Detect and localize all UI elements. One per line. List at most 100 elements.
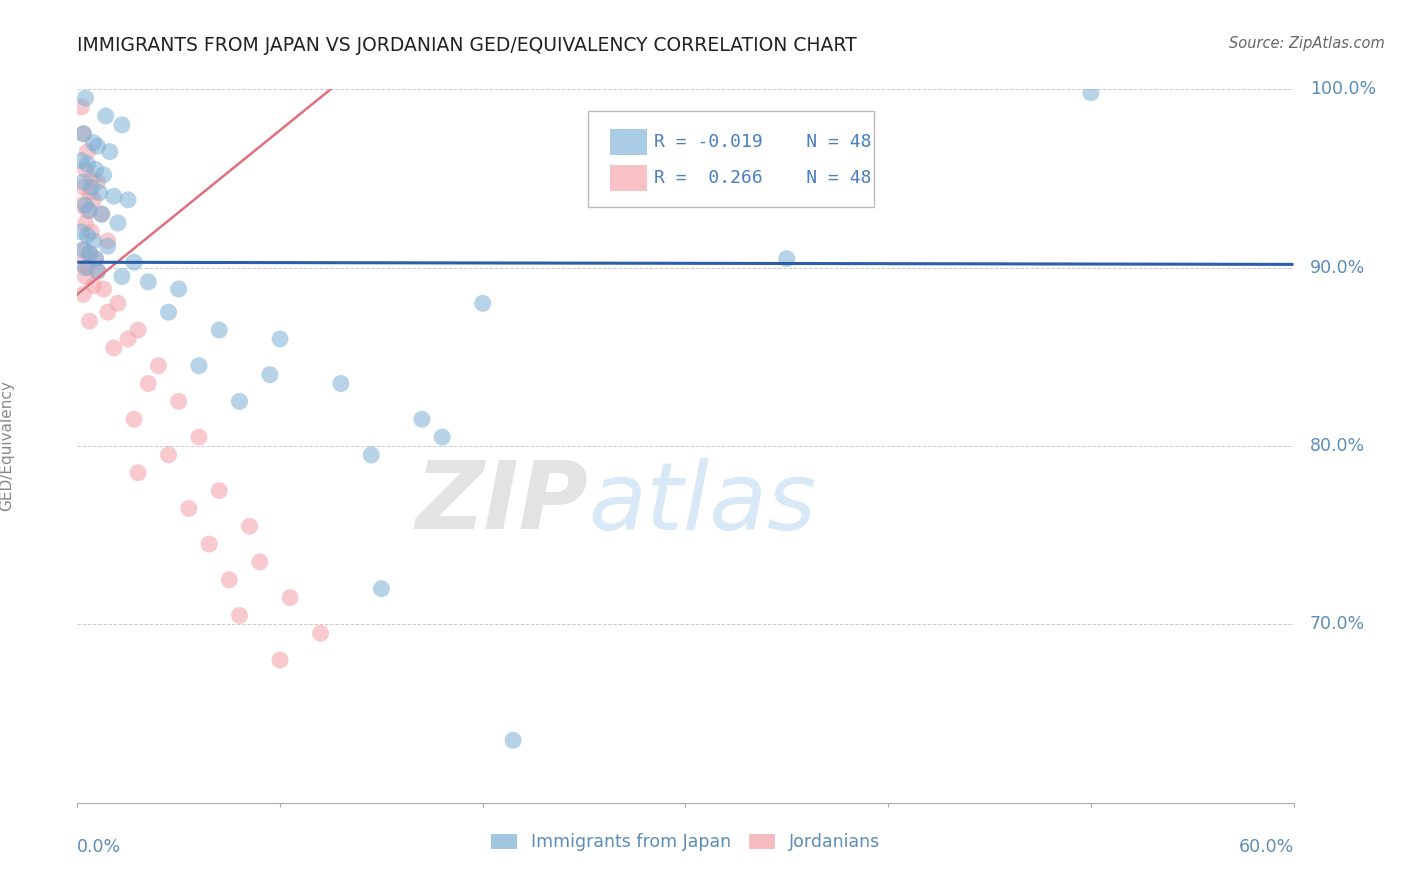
Point xyxy=(86,264,108,278)
Point xyxy=(148,359,170,373)
Point xyxy=(111,269,134,284)
Point xyxy=(75,216,97,230)
Point xyxy=(122,255,145,269)
Point xyxy=(167,394,190,409)
Point xyxy=(1080,86,1102,100)
FancyBboxPatch shape xyxy=(610,165,647,191)
Point xyxy=(70,153,93,168)
Point xyxy=(107,216,129,230)
Point xyxy=(79,246,101,260)
Point xyxy=(72,243,94,257)
Point xyxy=(80,180,103,194)
Point xyxy=(75,260,97,275)
FancyBboxPatch shape xyxy=(588,111,875,207)
Point xyxy=(79,246,101,260)
Point xyxy=(72,243,94,257)
Text: 80.0%: 80.0% xyxy=(1310,437,1365,455)
Point xyxy=(97,234,120,248)
Point xyxy=(177,501,200,516)
Point xyxy=(103,341,125,355)
Point xyxy=(117,332,139,346)
Point xyxy=(90,207,112,221)
Point xyxy=(75,269,97,284)
Point xyxy=(79,203,101,218)
Point xyxy=(86,175,108,189)
Point xyxy=(111,118,134,132)
Point xyxy=(136,275,159,289)
Point xyxy=(72,127,94,141)
Point xyxy=(249,555,271,569)
Point xyxy=(502,733,524,747)
Legend: Immigrants from Japan, Jordanians: Immigrants from Japan, Jordanians xyxy=(484,827,887,858)
Text: atlas: atlas xyxy=(588,458,817,549)
Point xyxy=(80,225,103,239)
Point xyxy=(89,186,111,200)
Point xyxy=(430,430,453,444)
Text: 60.0%: 60.0% xyxy=(1239,838,1294,856)
Point xyxy=(98,145,121,159)
Point xyxy=(309,626,332,640)
Point xyxy=(136,376,159,391)
Text: R =  0.266    N = 48: R = 0.266 N = 48 xyxy=(654,169,872,186)
Point xyxy=(228,394,250,409)
Point xyxy=(72,287,94,301)
Point xyxy=(471,296,494,310)
Point xyxy=(360,448,382,462)
Point xyxy=(75,91,97,105)
Point xyxy=(72,175,94,189)
Point xyxy=(72,127,94,141)
Text: 70.0%: 70.0% xyxy=(1310,615,1365,633)
Point xyxy=(370,582,392,596)
Text: 90.0%: 90.0% xyxy=(1310,259,1365,277)
Point xyxy=(83,278,105,293)
Point xyxy=(188,430,211,444)
Point xyxy=(70,225,93,239)
Point xyxy=(103,189,125,203)
Point xyxy=(75,198,97,212)
Point xyxy=(278,591,301,605)
Point xyxy=(127,466,149,480)
Point xyxy=(198,537,221,551)
Text: IMMIGRANTS FROM JAPAN VS JORDANIAN GED/EQUIVALENCY CORRELATION CHART: IMMIGRANTS FROM JAPAN VS JORDANIAN GED/E… xyxy=(77,36,858,54)
Point xyxy=(83,234,105,248)
Point xyxy=(329,376,352,391)
Point xyxy=(776,252,799,266)
FancyBboxPatch shape xyxy=(610,129,647,155)
Point xyxy=(269,653,291,667)
Point xyxy=(239,519,262,533)
Point xyxy=(84,162,107,177)
Point xyxy=(79,314,101,328)
Point xyxy=(76,228,98,243)
Point xyxy=(83,193,105,207)
Point xyxy=(259,368,281,382)
Point xyxy=(208,323,231,337)
Point xyxy=(83,136,105,150)
Point xyxy=(84,252,107,266)
Point xyxy=(218,573,240,587)
Point xyxy=(70,257,93,271)
Point xyxy=(72,180,94,194)
Point xyxy=(122,412,145,426)
Point xyxy=(208,483,231,498)
Point xyxy=(75,162,97,177)
Point xyxy=(228,608,250,623)
Point xyxy=(76,260,98,275)
Point xyxy=(411,412,433,426)
Text: ZIP: ZIP xyxy=(415,457,588,549)
Point xyxy=(86,139,108,153)
Point xyxy=(157,448,180,462)
Point xyxy=(93,282,115,296)
Text: GED/Equivalency: GED/Equivalency xyxy=(0,381,14,511)
Point xyxy=(107,296,129,310)
Point xyxy=(157,305,180,319)
Point xyxy=(70,100,93,114)
Point xyxy=(84,252,107,266)
Point xyxy=(188,359,211,373)
Point xyxy=(93,168,115,182)
Text: Source: ZipAtlas.com: Source: ZipAtlas.com xyxy=(1229,36,1385,51)
Point xyxy=(269,332,291,346)
Point xyxy=(90,207,112,221)
Point xyxy=(117,193,139,207)
Text: 100.0%: 100.0% xyxy=(1310,80,1376,98)
Text: 0.0%: 0.0% xyxy=(77,838,121,856)
